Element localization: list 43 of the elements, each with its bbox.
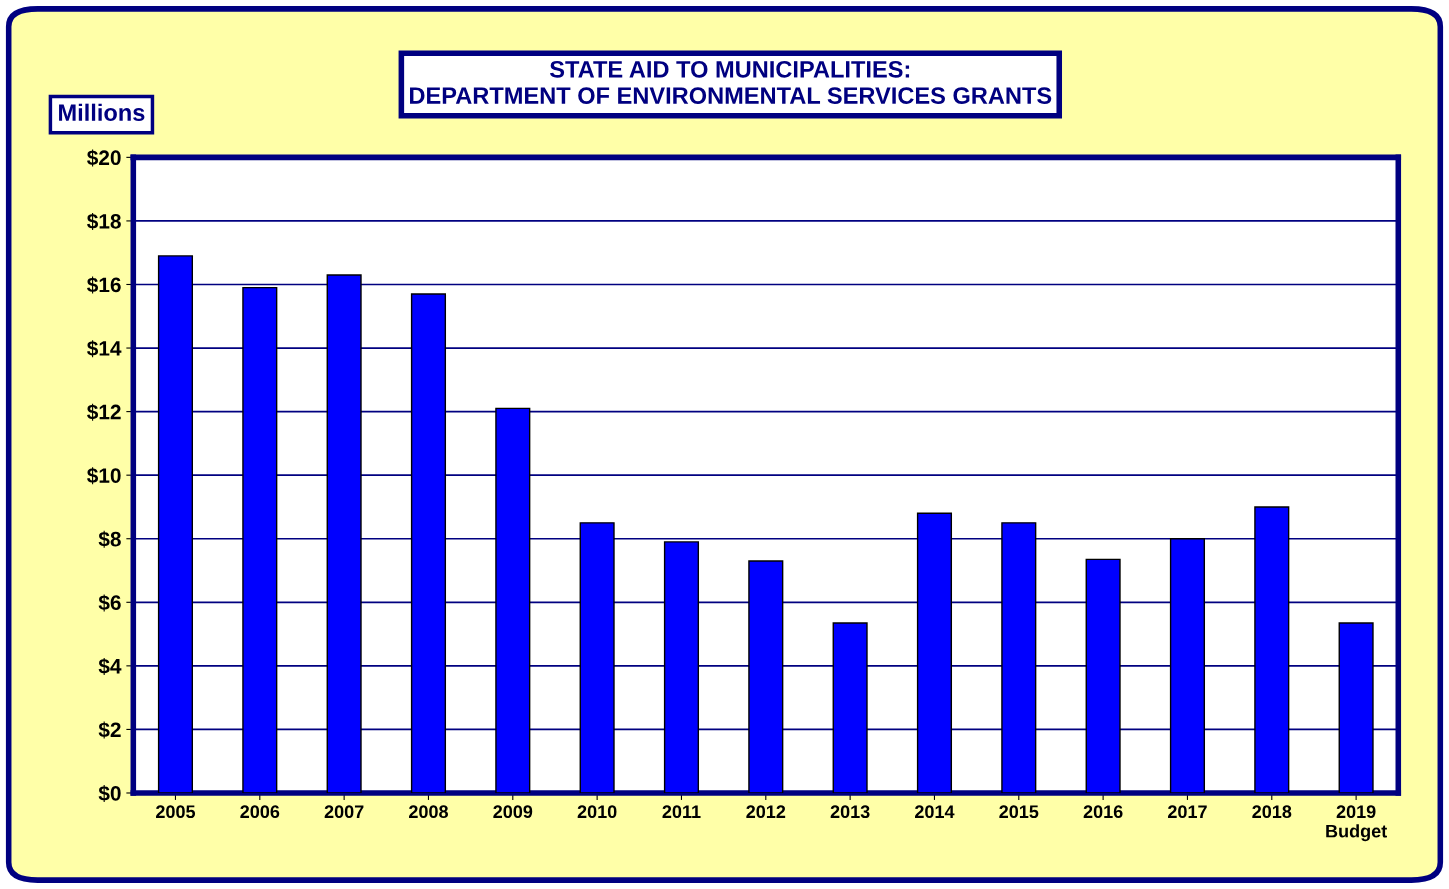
bar xyxy=(832,622,868,793)
x-tick-label: 2012 xyxy=(746,805,786,819)
y-tick-label: $0 xyxy=(98,785,121,803)
bar xyxy=(1338,622,1374,793)
y-tick-label: $10 xyxy=(87,467,121,485)
y-tick-label: $18 xyxy=(87,213,121,231)
bar xyxy=(663,541,700,793)
bar xyxy=(242,286,278,793)
bar xyxy=(326,274,362,793)
y-tick-label: $8 xyxy=(98,530,121,548)
x-tick-label: 2015 xyxy=(999,805,1039,819)
x-tick-label: 2007 xyxy=(324,805,364,819)
x-tick-label: 2006 xyxy=(240,805,280,819)
bar xyxy=(579,522,615,793)
x-tick-label: 2009 xyxy=(493,805,533,819)
y-tick-label: $2 xyxy=(98,721,121,739)
bar xyxy=(748,560,784,793)
bar xyxy=(1254,506,1290,793)
x-tick-label: 2010 xyxy=(577,805,617,819)
x-tick-label: 2018 xyxy=(1252,805,1292,819)
x-tick-label: 2011 xyxy=(662,805,701,819)
x-tick-label: 2019 Budget xyxy=(1326,805,1387,842)
x-tick-label: 2005 xyxy=(156,805,196,819)
bar xyxy=(1085,558,1121,793)
y-axis-title: Millions xyxy=(59,103,145,122)
x-tick-label: 2008 xyxy=(409,805,448,819)
y-tick-label: $12 xyxy=(87,403,121,421)
bar xyxy=(1001,522,1037,793)
bar xyxy=(157,255,194,793)
y-tick-label: $6 xyxy=(98,594,121,612)
y-tick-label: $20 xyxy=(87,149,121,167)
x-tick-label: 2013 xyxy=(830,805,870,819)
bar xyxy=(1169,538,1206,793)
bar xyxy=(495,407,531,793)
x-tick-label: 2016 xyxy=(1083,805,1123,819)
bar xyxy=(916,512,953,793)
bar xyxy=(410,293,447,793)
y-tick-label: $14 xyxy=(87,340,122,358)
x-tick-label: 2017 xyxy=(1168,805,1207,819)
y-tick-label: $4 xyxy=(98,657,122,675)
chart-title: STATE AID TO MUNICIPALITIES: DEPARTMENT OF ENVIRONMENTAL SERVICES GRANTS xyxy=(410,60,1052,104)
x-tick-label: 2014 xyxy=(915,805,955,819)
y-tick-label: $16 xyxy=(87,276,121,294)
